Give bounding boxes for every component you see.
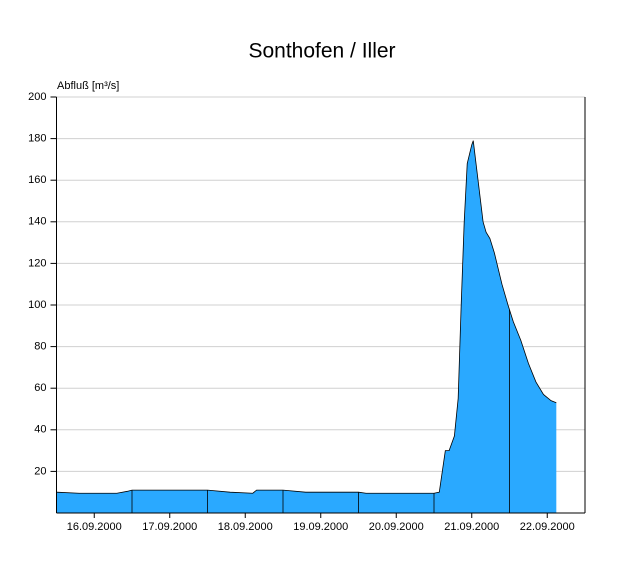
- y-tick-label: 180: [28, 133, 46, 145]
- x-tick-label: 22.09.2000: [520, 521, 575, 533]
- y-tick-label: 80: [34, 341, 46, 353]
- chart-title: Sonthofen / Iller: [248, 40, 395, 63]
- x-tick-label: 18.09.2000: [218, 521, 273, 533]
- y-tick-label: 60: [34, 382, 46, 394]
- y-tick-label: 160: [28, 174, 46, 186]
- x-tick-label: 17.09.2000: [142, 521, 197, 533]
- area: [56, 140, 557, 513]
- y-tick-label: 120: [28, 257, 46, 269]
- x-tick-label: 16.09.2000: [67, 521, 122, 533]
- area-line: [56, 140, 557, 494]
- x-tick-label: 21.09.2000: [444, 521, 499, 533]
- x-tick-label: 19.09.2000: [293, 521, 348, 533]
- y-axis-label: Abfluß [m³/s]: [57, 80, 119, 92]
- y-tick-label: 140: [28, 216, 46, 228]
- y-tick-label: 20: [34, 465, 46, 477]
- y-tick-label: 40: [34, 424, 46, 436]
- y-tick-label: 100: [28, 299, 46, 311]
- y-tick-label: 200: [28, 91, 46, 103]
- x-tick-label: 20.09.2000: [369, 521, 424, 533]
